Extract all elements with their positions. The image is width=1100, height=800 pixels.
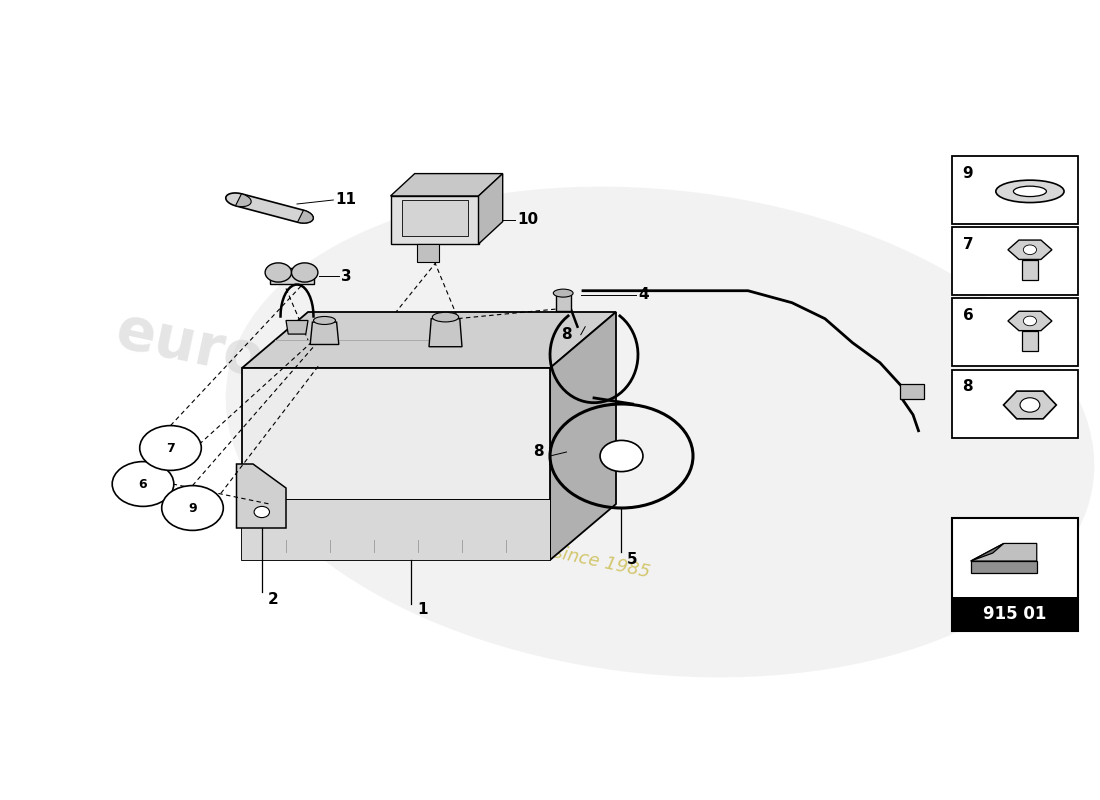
Circle shape: [254, 506, 270, 518]
Text: 6: 6: [139, 478, 147, 490]
Polygon shape: [286, 321, 308, 334]
Text: 8: 8: [561, 327, 572, 342]
Polygon shape: [235, 194, 251, 206]
Circle shape: [292, 263, 318, 282]
Text: 5: 5: [627, 553, 638, 567]
Polygon shape: [390, 196, 478, 244]
Text: 7: 7: [166, 442, 175, 454]
Circle shape: [1023, 316, 1036, 326]
FancyBboxPatch shape: [952, 518, 1078, 630]
Polygon shape: [236, 464, 286, 528]
FancyBboxPatch shape: [952, 370, 1078, 438]
Polygon shape: [242, 368, 550, 560]
Ellipse shape: [432, 312, 459, 322]
Text: 8: 8: [962, 379, 974, 394]
Text: a passion for parts since 1985: a passion for parts since 1985: [382, 507, 652, 581]
Polygon shape: [310, 322, 339, 345]
Circle shape: [1023, 245, 1036, 254]
Polygon shape: [226, 193, 314, 223]
Bar: [417, 244, 439, 262]
Ellipse shape: [1013, 186, 1046, 197]
Ellipse shape: [226, 186, 1094, 678]
Text: 9: 9: [188, 502, 197, 514]
Circle shape: [140, 426, 201, 470]
FancyBboxPatch shape: [952, 156, 1078, 224]
Polygon shape: [1003, 391, 1056, 419]
Polygon shape: [970, 543, 1003, 561]
Polygon shape: [970, 543, 1036, 561]
Polygon shape: [297, 210, 313, 223]
Text: 915 01: 915 01: [983, 605, 1046, 622]
Text: 9: 9: [962, 166, 974, 181]
Polygon shape: [970, 561, 1036, 573]
Text: eurospares: eurospares: [111, 302, 483, 434]
Polygon shape: [242, 312, 616, 368]
Circle shape: [162, 486, 223, 530]
Polygon shape: [429, 318, 462, 346]
Circle shape: [265, 263, 292, 282]
Polygon shape: [478, 174, 503, 244]
Bar: [952, 597, 1078, 630]
Text: 6: 6: [962, 308, 974, 323]
Circle shape: [1020, 398, 1040, 412]
Polygon shape: [242, 498, 550, 560]
Ellipse shape: [996, 180, 1064, 202]
Text: 4: 4: [638, 287, 649, 302]
Circle shape: [600, 440, 642, 472]
Text: 11: 11: [336, 193, 356, 207]
Text: 1: 1: [417, 602, 428, 617]
Ellipse shape: [553, 289, 573, 297]
Text: 2: 2: [267, 593, 278, 607]
Polygon shape: [1008, 311, 1052, 330]
Circle shape: [112, 462, 174, 506]
Polygon shape: [390, 174, 503, 196]
Bar: [556, 293, 571, 310]
Bar: [1022, 260, 1037, 280]
Bar: [270, 269, 314, 285]
Bar: [900, 384, 924, 398]
Bar: [1022, 331, 1037, 351]
Text: 3: 3: [341, 269, 352, 284]
Text: 10: 10: [517, 213, 538, 227]
Text: 7: 7: [962, 237, 974, 252]
Polygon shape: [550, 312, 616, 560]
Ellipse shape: [314, 317, 336, 325]
Bar: [402, 200, 468, 236]
Polygon shape: [1008, 240, 1052, 259]
FancyBboxPatch shape: [952, 298, 1078, 366]
Text: 8: 8: [534, 445, 544, 459]
FancyBboxPatch shape: [952, 227, 1078, 295]
